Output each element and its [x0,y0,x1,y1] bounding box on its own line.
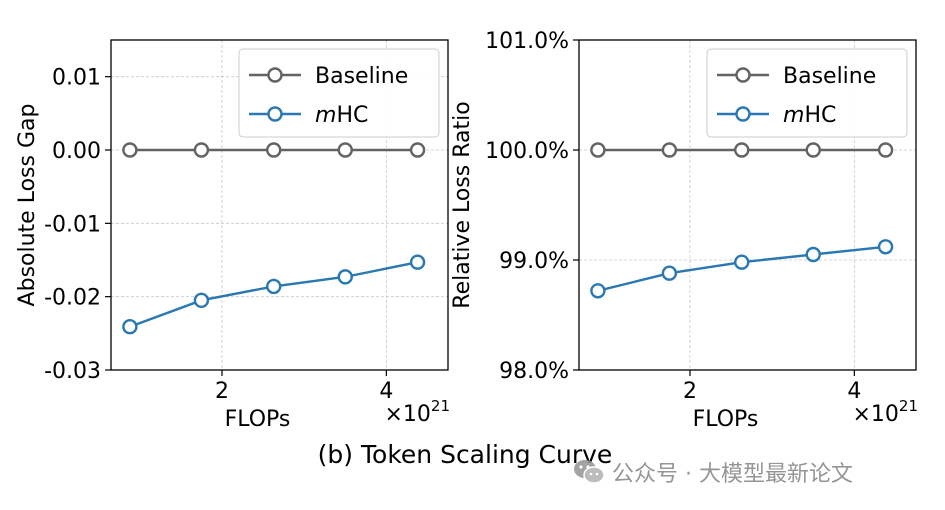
legend-marker [267,106,283,122]
x-tick-label: 4 [847,379,861,404]
data-point-mhc [193,292,210,309]
data-point-baseline [734,142,750,158]
data-point-baseline [805,142,821,158]
plot-frame [578,39,917,371]
series-line-mhc [129,261,418,328]
x-tick-label: 2 [683,379,697,404]
legend-label: Baseline [315,64,408,89]
data-point-baseline [193,142,210,158]
data-point-mhc [590,283,606,299]
data-point-baseline [337,142,353,158]
legend-label-text: HC [804,103,836,128]
legend-label-text: Baseline [315,64,408,89]
x-axis-label: FLOPs [225,407,291,432]
x-multiplier-base: ×10 [384,402,430,427]
legend-label-italic: m [315,103,336,128]
y-tick-label: 100.0% [485,139,569,164]
x-scale-multiplier: ×1021 [384,397,450,427]
legend-label-text: Baseline [783,64,876,89]
x-tick-label: 4 [379,379,393,404]
data-point-mhc [409,254,426,270]
y-tick-label: -0.02 [44,286,101,311]
x-scale-multiplier: ×1021 [852,397,918,427]
x-multiplier-exponent: 21 [431,397,450,415]
data-point-baseline [661,142,678,158]
x-axis-label: FLOPs [693,407,759,432]
data-point-mhc [877,239,894,255]
data-point-mhc [661,265,678,281]
y-tick-label: -0.01 [44,212,101,237]
data-point-mhc [805,246,821,263]
data-point-baseline [877,142,894,158]
data-point-mhc [734,254,750,270]
y-tick-label: 99.0% [499,249,569,274]
legend-label: mHC [315,103,368,128]
data-point-mhc [266,278,282,295]
y-tick-label: 0.00 [52,139,101,164]
data-point-baseline [590,142,606,158]
watermark-text: 公众号 · 大模型最新论文 [612,462,853,487]
legend-label-text: HC [336,103,368,128]
watermark: 公众号 · 大模型最新论文 [572,455,853,489]
y-tick-label: 98.0% [499,359,569,384]
legend-marker [267,67,283,83]
data-point-baseline [266,142,282,158]
figure-caption: (b) Token Scaling Curve [317,440,613,469]
x-multiplier-exponent: 21 [899,397,918,415]
x-multiplier-base: ×10 [852,402,898,427]
relative-loss-ratio-chart: 98.0% 99.0% 100.0% 101.0% 2 4 FLOPs Relative Lo… [450,29,918,432]
y-tick-label: -0.03 [44,359,101,384]
y-axis-label: Absolute Loss Gap [15,104,40,307]
data-point-baseline [409,142,426,158]
legend-marker [735,67,751,83]
y-axis-label: Relative Loss Ratio [450,101,475,308]
x-tick-label: 2 [215,379,229,404]
y-tick-label: 101.0% [485,29,569,54]
legend-label-italic: m [783,103,804,128]
plot-frame [110,39,449,371]
legend-marker [735,106,751,122]
y-tick-label: 0.01 [52,66,101,91]
legend-label: Baseline [783,64,876,89]
data-point-baseline [122,142,138,158]
data-point-mhc [337,269,353,285]
wechat-icon [574,460,605,484]
data-point-mhc [122,319,138,335]
legend-label: mHC [783,103,836,128]
absolute-loss-gap-chart: -0.03 -0.02 -0.01 0.00 0.01 2 4 FLOPs Absolute L… [15,39,450,432]
